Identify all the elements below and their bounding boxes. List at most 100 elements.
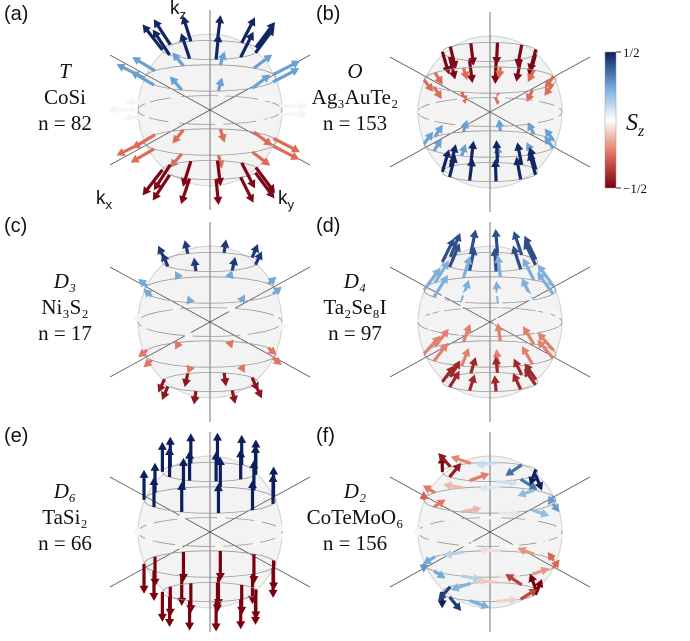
arrow-head — [123, 113, 131, 122]
count: n = 156 — [323, 531, 387, 555]
arrow-shaft — [482, 581, 498, 583]
arrow-head — [236, 621, 245, 629]
arrow-head — [220, 239, 229, 248]
axis-label: kx — [96, 188, 113, 212]
count: n = 66 — [38, 531, 92, 555]
arrow-head — [191, 396, 200, 405]
material: CoSi — [44, 85, 86, 109]
sphere-plot — [110, 222, 310, 422]
arrow-head — [166, 609, 175, 617]
point — [275, 532, 283, 540]
arrow-head — [470, 230, 479, 239]
material: Ta₂Se₈I — [323, 295, 386, 319]
material: TaSi₂ — [42, 505, 88, 529]
arrow-head — [237, 607, 246, 615]
arrow-shaft — [216, 179, 218, 199]
point-group: D₃ — [53, 269, 76, 293]
panel-label: (d) — [316, 215, 340, 237]
arrow-head — [299, 110, 307, 119]
arrow-head — [185, 623, 194, 631]
point — [275, 524, 283, 532]
arrow-head — [132, 313, 140, 322]
arrow-head — [213, 605, 222, 613]
arrow-head — [151, 463, 160, 471]
arrow-head — [186, 605, 195, 613]
sphere-plot — [110, 432, 310, 632]
point — [414, 528, 422, 536]
point-group: D₆ — [53, 479, 76, 503]
arrow-head — [158, 442, 167, 450]
point-group: D₄ — [343, 269, 366, 293]
point — [134, 528, 142, 536]
arrow-head — [149, 593, 158, 601]
arrow-head — [492, 229, 501, 237]
arrow-shaft — [496, 600, 512, 602]
arrow-head — [213, 197, 222, 205]
arrow-head — [215, 15, 224, 23]
arrow-shaft — [497, 43, 498, 60]
point — [175, 541, 183, 549]
arrow-shaft — [496, 235, 497, 253]
point-group: D₂ — [343, 479, 366, 503]
arrow-head — [269, 590, 278, 598]
arrow-head — [140, 470, 149, 478]
point — [217, 514, 225, 522]
colorbar-label: Sz — [626, 110, 645, 140]
point — [254, 517, 262, 525]
arrow-shaft — [470, 164, 472, 181]
axis-label-base: k — [170, 0, 180, 19]
point — [145, 536, 153, 544]
arrow-shaft — [499, 294, 501, 308]
panel-label: (f) — [316, 425, 335, 447]
panel-label: (e) — [4, 425, 28, 447]
arrow-head — [229, 395, 238, 404]
arrow-head — [186, 433, 195, 441]
count: n = 82 — [38, 111, 92, 135]
arrow-head — [158, 614, 167, 622]
arrow-shaft — [470, 61, 472, 78]
sphere-plot — [108, 10, 310, 210]
arrow-shaft — [495, 165, 496, 182]
axis-label-sub: y — [288, 197, 295, 212]
axis-label-sub: x — [106, 197, 113, 212]
point — [177, 515, 185, 523]
arrow-shaft — [471, 43, 473, 60]
arrow-head — [251, 439, 260, 447]
point-group: O — [347, 59, 362, 83]
count: n = 17 — [38, 321, 92, 345]
arrow-head — [108, 105, 116, 114]
arrow-head — [300, 102, 308, 111]
arrow-head — [280, 322, 288, 331]
arrow-shaft — [498, 513, 514, 514]
arrow-head — [269, 466, 278, 474]
arrow-head — [166, 437, 175, 445]
arrow-shaft — [497, 146, 498, 163]
count: n = 97 — [328, 321, 382, 345]
arrow-shaft — [471, 147, 473, 164]
arrow-head — [213, 433, 222, 441]
arrow-head — [182, 240, 191, 249]
arrow-head — [269, 582, 278, 590]
material: Ag₃AuTe₂ — [312, 85, 399, 109]
point — [497, 94, 505, 102]
arrow-shaft — [485, 487, 501, 488]
point — [146, 520, 154, 528]
axis-label-base: k — [278, 188, 288, 209]
arrow-shaft — [498, 261, 500, 277]
point — [215, 120, 223, 128]
arrow-head — [165, 619, 174, 627]
figure: (a)TCoSin = 82(b)OAg₃AuTe₂n = 153(c)D₃Ni… — [0, 0, 690, 641]
sphere-plot — [390, 432, 590, 632]
axis-label: kz — [170, 0, 186, 22]
point — [215, 542, 223, 550]
arrow-head — [212, 623, 221, 631]
arrow-shaft — [496, 481, 512, 483]
colorbar-tick-label: −1/2 — [623, 181, 647, 196]
material: CoTeMoO₆ — [307, 505, 404, 529]
panel-label: (b) — [316, 3, 340, 25]
axis-label-sub: z — [180, 7, 187, 22]
arrow-shaft — [216, 40, 218, 60]
arrow-shaft — [482, 463, 498, 465]
arrow-head — [237, 435, 246, 443]
colorbar-label-sub: z — [637, 123, 645, 140]
